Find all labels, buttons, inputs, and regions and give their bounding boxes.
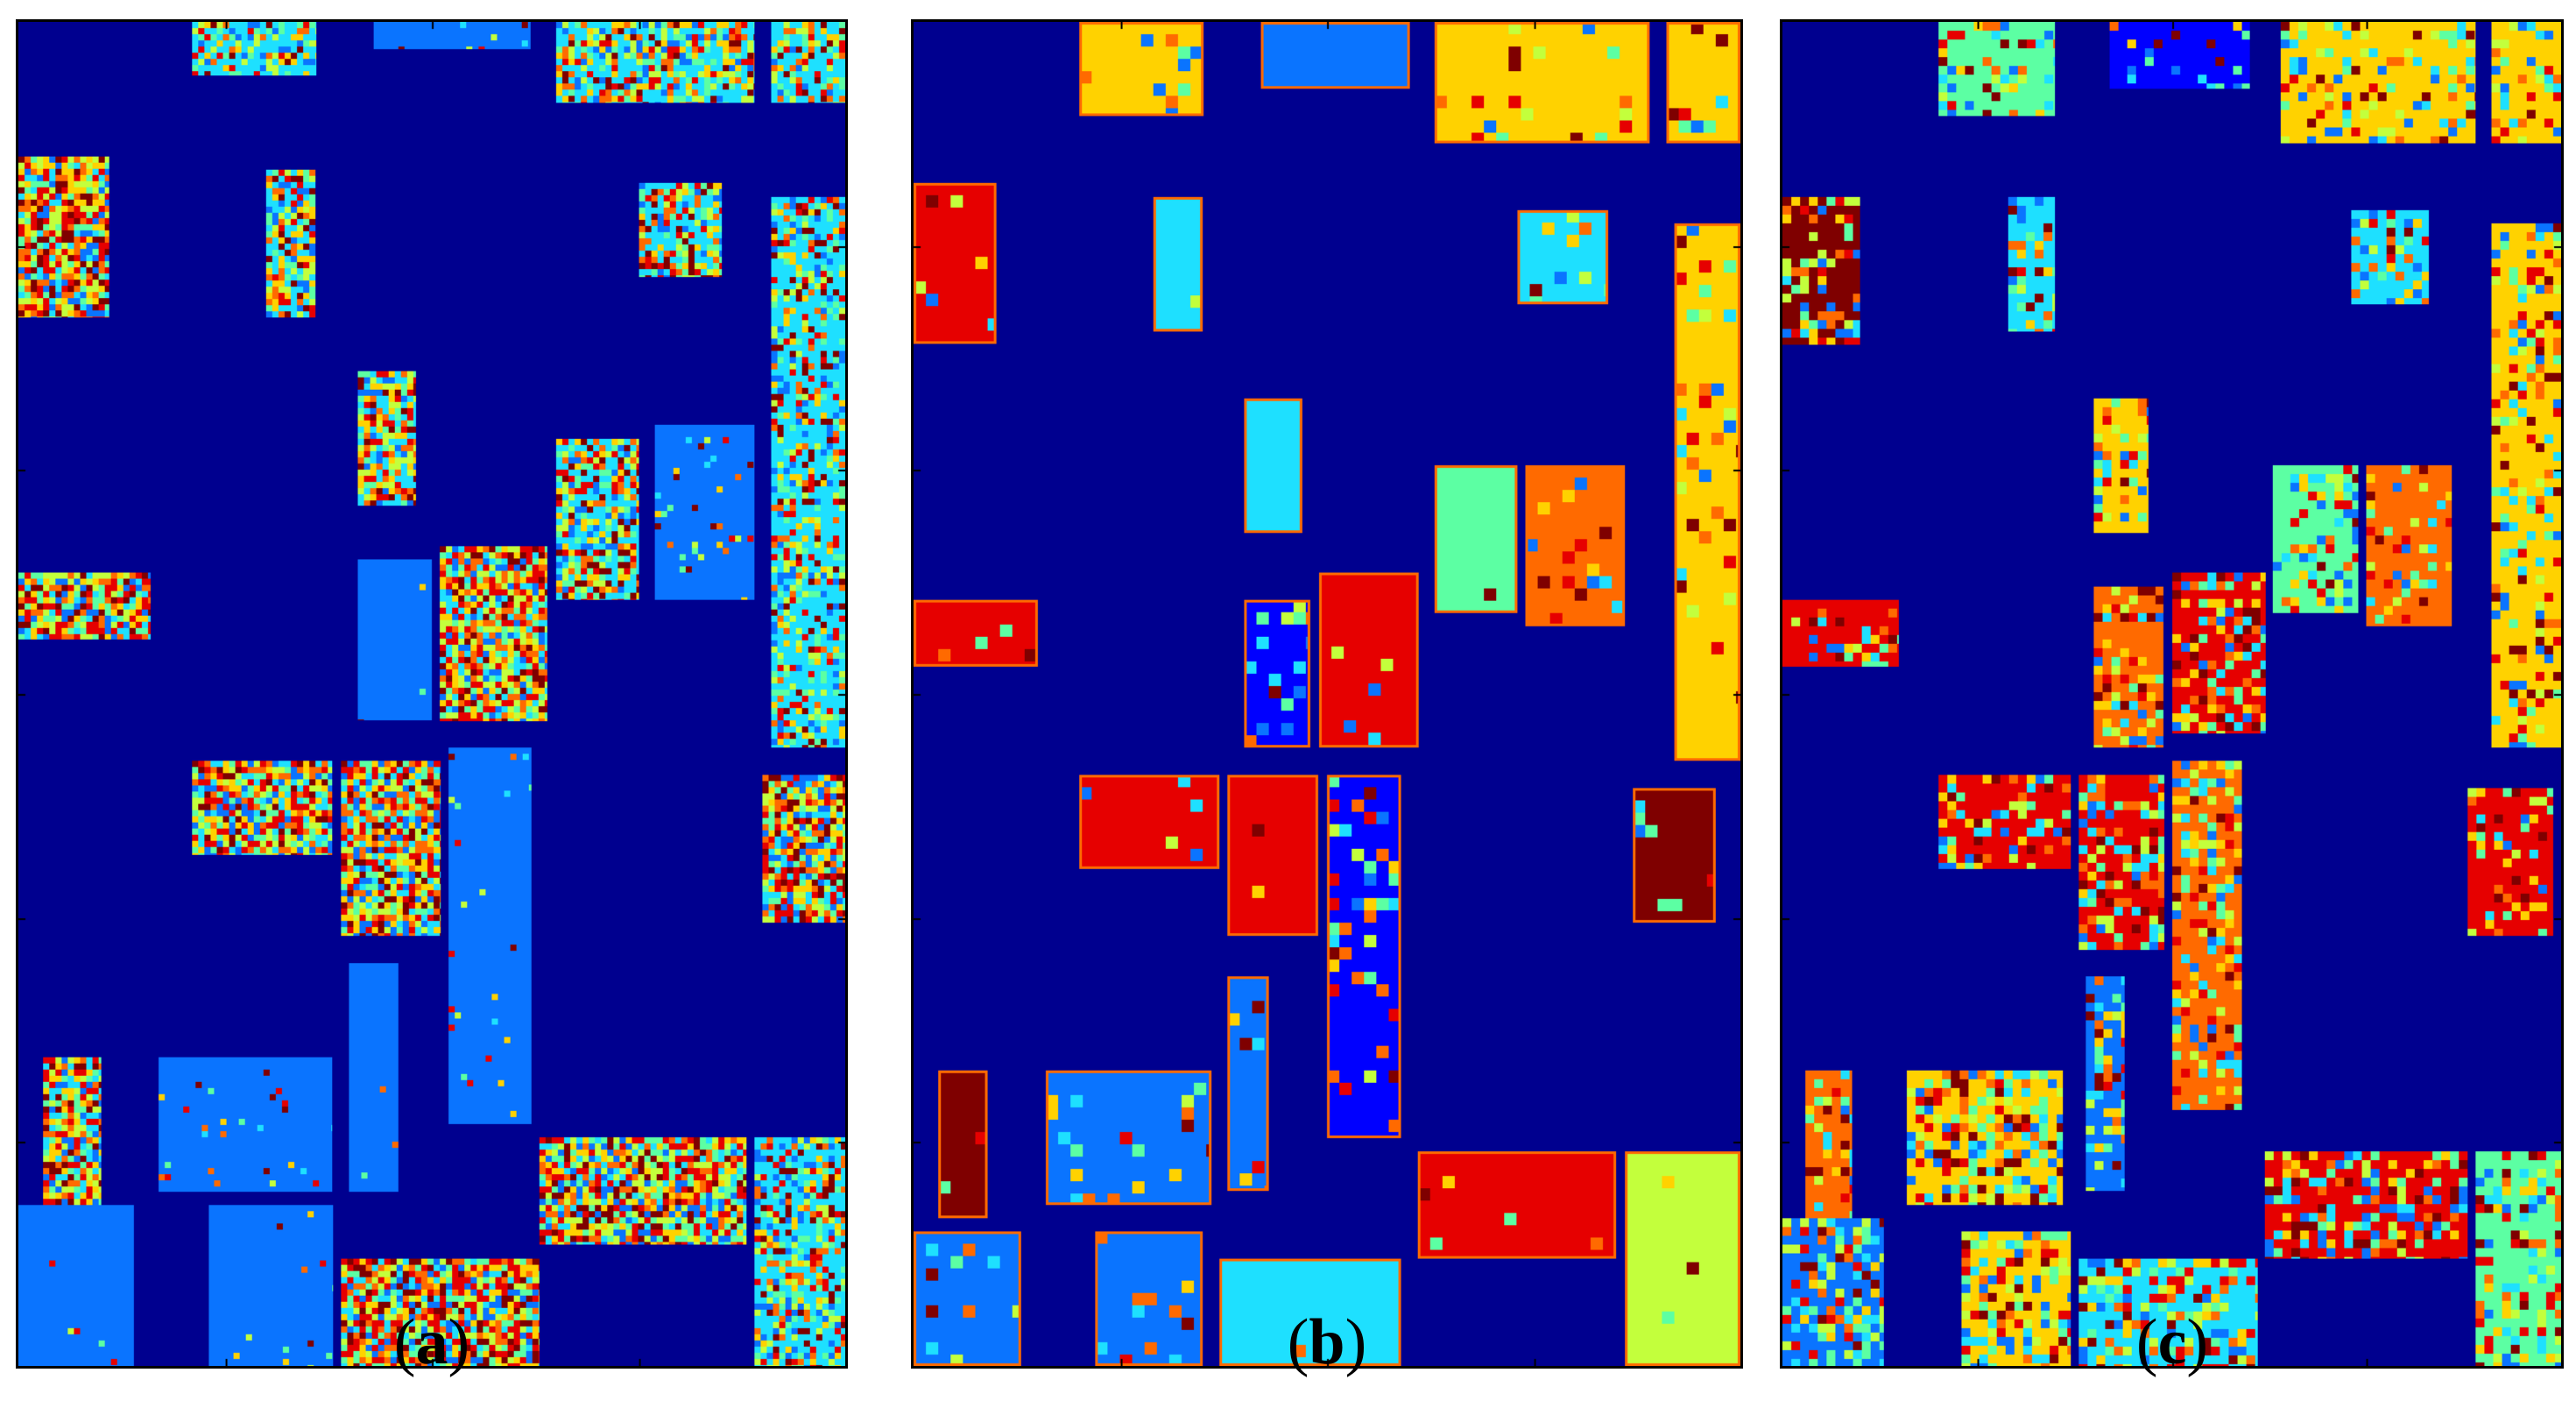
panel-a-map-canvas xyxy=(18,22,845,1366)
caption-a-letter: a xyxy=(415,1306,448,1378)
panel-b-classification-map xyxy=(911,19,1743,1369)
caption-c: (c) xyxy=(2135,1306,2209,1378)
caption-b-letter: b xyxy=(1309,1306,1345,1378)
caption-b: (b) xyxy=(1287,1306,1367,1378)
panel-b-map-canvas xyxy=(914,22,1740,1366)
panel-c-classification-map xyxy=(1780,19,2564,1369)
panel-c-map-canvas xyxy=(1782,22,2561,1366)
panel-a-classification-map xyxy=(16,19,848,1369)
caption-c-letter: c xyxy=(2157,1306,2187,1378)
caption-a: (a) xyxy=(393,1306,470,1378)
